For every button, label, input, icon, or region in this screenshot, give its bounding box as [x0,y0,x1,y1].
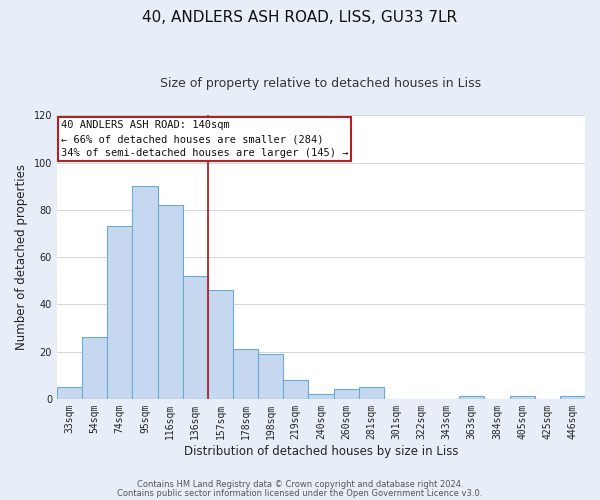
Bar [308,394,334,399]
Bar [133,186,158,399]
Bar [459,396,484,399]
Bar [208,290,233,399]
Text: 40 ANDLERS ASH ROAD: 140sqm
← 66% of detached houses are smaller (284)
34% of se: 40 ANDLERS ASH ROAD: 140sqm ← 66% of det… [61,120,348,158]
Text: Contains public sector information licensed under the Open Government Licence v3: Contains public sector information licen… [118,488,482,498]
Y-axis label: Number of detached properties: Number of detached properties [15,164,28,350]
Bar [107,226,133,399]
Bar [359,387,384,399]
Bar [57,387,82,399]
Bar [560,396,585,399]
Text: Contains HM Land Registry data © Crown copyright and database right 2024.: Contains HM Land Registry data © Crown c… [137,480,463,489]
Bar [509,396,535,399]
Bar [82,338,107,399]
Bar [233,349,258,399]
Bar [258,354,283,399]
Bar [283,380,308,399]
Bar [334,390,359,399]
X-axis label: Distribution of detached houses by size in Liss: Distribution of detached houses by size … [184,444,458,458]
Bar [158,205,182,399]
Title: Size of property relative to detached houses in Liss: Size of property relative to detached ho… [160,78,482,90]
Bar [182,276,208,399]
Text: 40, ANDLERS ASH ROAD, LISS, GU33 7LR: 40, ANDLERS ASH ROAD, LISS, GU33 7LR [142,10,458,25]
